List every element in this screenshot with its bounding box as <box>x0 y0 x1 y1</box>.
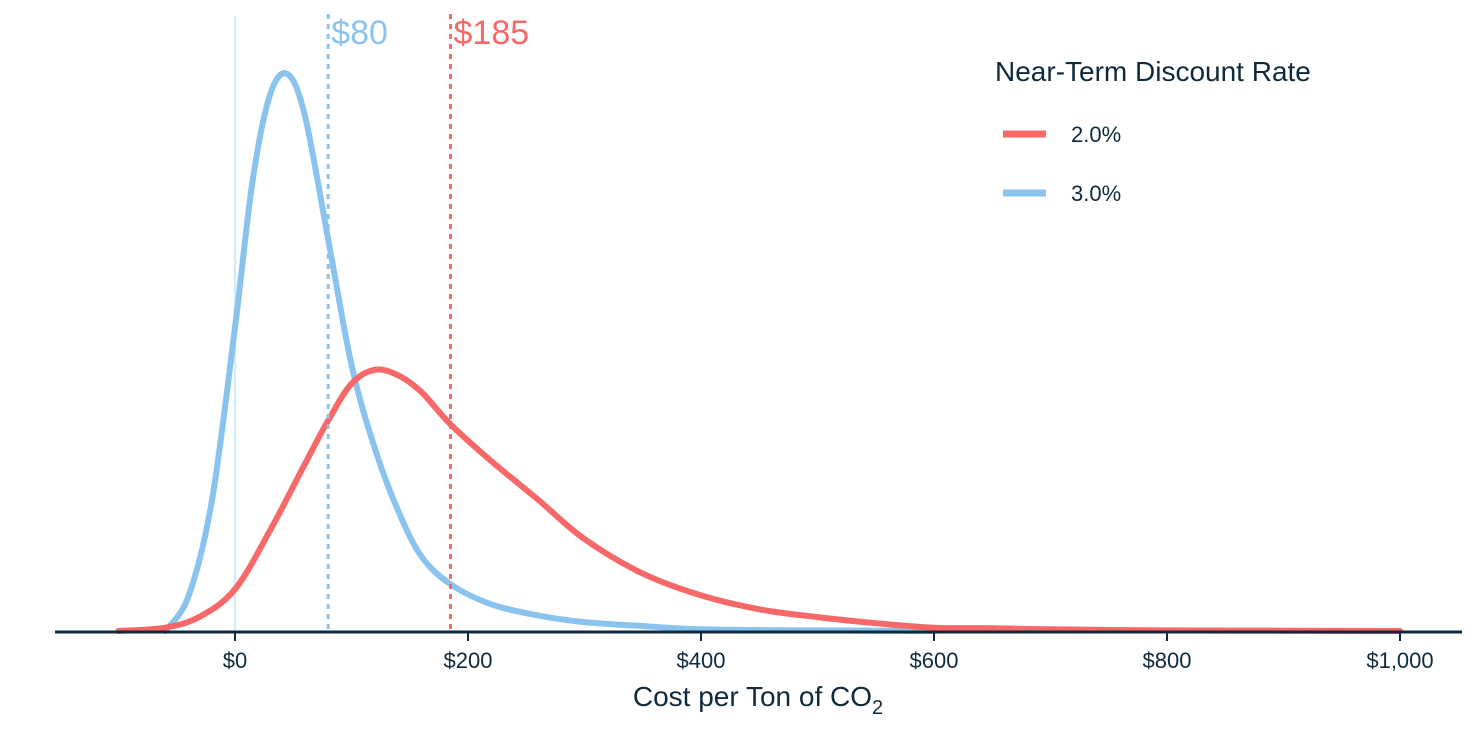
x-tick-label-600: $600 <box>910 648 959 673</box>
density-curve-2-0 <box>115 366 1403 634</box>
x-axis-title-subscript: 2 <box>872 697 883 719</box>
legend-label-3-0: 3.0% <box>1071 181 1121 206</box>
legend-title: Near-Term Discount Rate <box>995 56 1311 87</box>
reference-label-185: $185 <box>454 14 530 52</box>
x-tick-label-200: $200 <box>444 648 493 673</box>
legend-label-2-0: 2.0% <box>1071 122 1121 147</box>
reference-label-80: $80 <box>331 14 388 52</box>
x-axis-title: Cost per Ton of CO2 <box>633 681 883 719</box>
density-curve-3-0 <box>162 70 937 634</box>
x-tick-label-400: $400 <box>677 648 726 673</box>
x-tick-label-800: $800 <box>1143 648 1192 673</box>
x-tick-label-0: $0 <box>223 648 247 673</box>
x-tick-label-1-000: $1,000 <box>1366 648 1433 673</box>
x-axis-title-main: Cost per Ton of CO <box>633 681 872 712</box>
